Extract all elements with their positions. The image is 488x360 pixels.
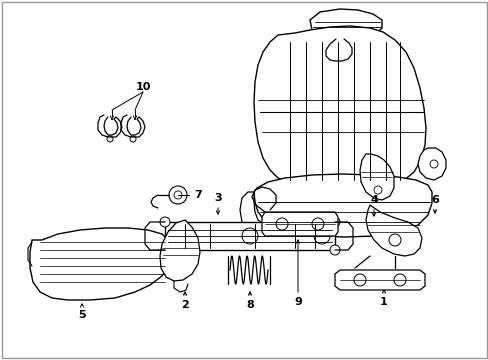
Polygon shape xyxy=(334,270,424,290)
Circle shape xyxy=(329,217,339,227)
Polygon shape xyxy=(262,212,337,236)
Text: 7: 7 xyxy=(194,190,202,200)
Text: 9: 9 xyxy=(293,297,301,307)
Circle shape xyxy=(429,160,437,168)
Text: 6: 6 xyxy=(430,195,438,205)
Polygon shape xyxy=(30,228,172,300)
Polygon shape xyxy=(240,192,264,235)
Polygon shape xyxy=(253,174,431,237)
Polygon shape xyxy=(160,220,200,281)
Circle shape xyxy=(169,186,186,204)
Circle shape xyxy=(160,245,170,255)
Circle shape xyxy=(242,228,258,244)
Circle shape xyxy=(388,234,400,246)
Circle shape xyxy=(174,191,182,199)
Polygon shape xyxy=(417,148,445,180)
Circle shape xyxy=(393,274,405,286)
Circle shape xyxy=(329,245,339,255)
Circle shape xyxy=(353,274,365,286)
Circle shape xyxy=(107,136,113,142)
Text: 3: 3 xyxy=(214,193,222,203)
Polygon shape xyxy=(309,9,381,39)
Text: 8: 8 xyxy=(245,300,253,310)
Text: 4: 4 xyxy=(369,195,377,205)
Circle shape xyxy=(130,136,136,142)
Text: 10: 10 xyxy=(135,82,150,92)
Text: 5: 5 xyxy=(78,310,85,320)
Polygon shape xyxy=(365,205,421,256)
Circle shape xyxy=(170,228,185,244)
Polygon shape xyxy=(164,222,334,250)
Polygon shape xyxy=(253,26,425,190)
Circle shape xyxy=(313,228,329,244)
Circle shape xyxy=(160,217,170,227)
Circle shape xyxy=(311,218,324,230)
Text: 2: 2 xyxy=(181,300,188,310)
Circle shape xyxy=(275,218,287,230)
Polygon shape xyxy=(359,154,393,200)
Circle shape xyxy=(373,186,381,194)
Text: 1: 1 xyxy=(379,297,387,307)
